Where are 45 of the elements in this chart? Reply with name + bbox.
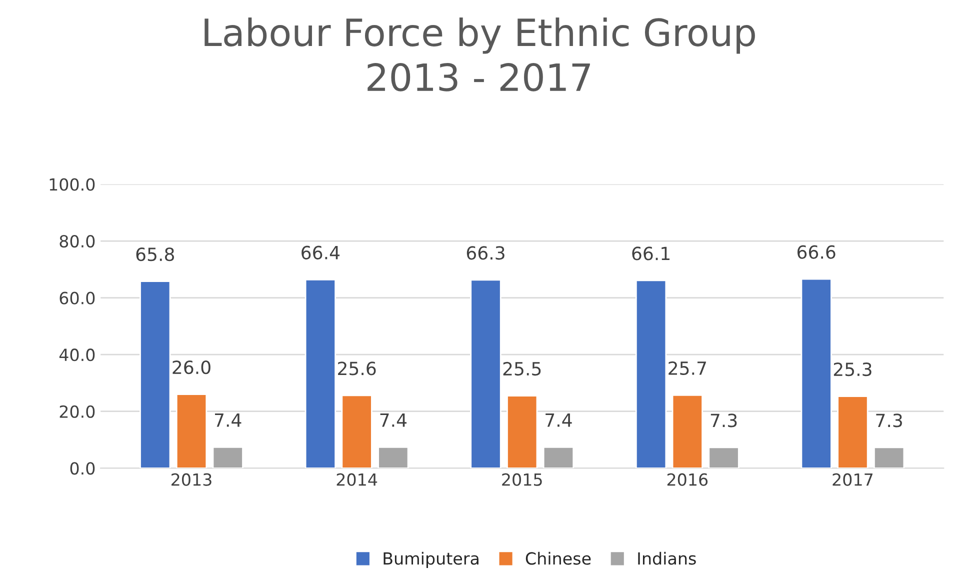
data-label: 26.0 [172,360,210,374]
bar [542,446,574,468]
bar [837,396,868,468]
data-label: 66.3 [466,246,504,260]
bar [341,394,372,468]
bar [212,446,244,468]
data-label: 25.3 [834,362,872,376]
legend-label: Chinese [526,552,591,565]
data-label: 7.3 [710,414,737,428]
data-label: 65.8 [136,248,174,262]
data-label: 7.4 [546,414,572,427]
x-tick-label: 2017 [832,473,872,486]
bar [176,394,208,468]
x-tick-label: 2016 [667,473,708,486]
x-tick-label: 2015 [502,473,542,486]
x-tick-label: 2013 [172,473,212,486]
bar [635,280,667,468]
data-label: 66.1 [632,246,670,260]
y-tick-label: 80.0 [60,234,95,248]
bar [304,278,336,468]
data-label: 7.4 [214,414,242,427]
data-label: 66.6 [798,245,836,259]
y-tick-label: 60.0 [60,292,95,304]
chart-title: Labour Force by Ethnic Group 2013 - 2017 [204,17,755,92]
y-tick-label: 40.0 [59,348,95,362]
x-tick-label: 2014 [336,473,378,486]
data-label: 66.4 [302,246,340,260]
bar [506,395,538,468]
legend-label: Bumiputera [384,552,478,568]
data-label: 25.6 [338,362,376,376]
legend-label: Indians [638,552,696,565]
bar [672,394,703,468]
bar [470,279,502,468]
bar [874,446,905,468]
y-tick-label: 0.0 [70,462,95,475]
bar [378,446,409,468]
data-label: 7.4 [380,414,407,427]
data-label: 25.5 [503,362,541,376]
y-tick-label: 20.0 [60,405,95,418]
bar [708,446,740,468]
y-tick-label: 100.0 [50,178,95,191]
data-label: 25.7 [668,361,706,376]
bar [140,280,171,468]
bar [800,278,832,468]
data-label: 7.3 [876,414,902,428]
